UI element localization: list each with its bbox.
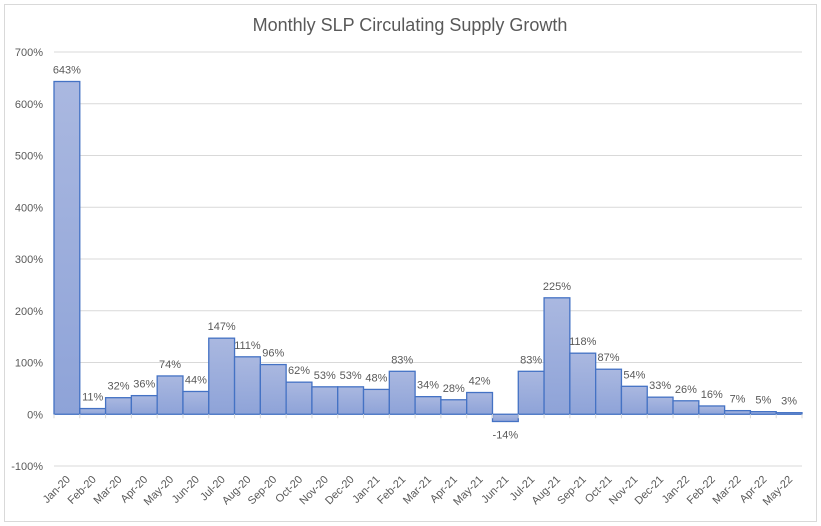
y-tick-label: 500% [15, 151, 43, 163]
data-label: 62% [288, 365, 310, 377]
bar [311, 386, 339, 415]
bar [130, 394, 158, 415]
x-tick-label: Mar-22 [711, 474, 744, 507]
data-label: 147% [208, 321, 236, 333]
bar [104, 397, 133, 415]
x-tick-label: Dec-20 [323, 474, 357, 508]
y-tick-label: -100% [11, 461, 43, 473]
y-tick-label: 400% [15, 202, 43, 214]
data-label: 83% [391, 354, 413, 366]
data-label: 7% [730, 394, 746, 406]
data-label: 32% [107, 381, 129, 393]
bar [285, 381, 313, 415]
bar [362, 388, 390, 415]
data-label: 11% [82, 392, 103, 404]
bar [182, 390, 210, 415]
bar [491, 413, 519, 423]
y-tick-label: 600% [15, 99, 43, 111]
data-label: 53% [340, 370, 362, 382]
bar [259, 363, 287, 415]
data-label: 74% [159, 359, 181, 371]
data-label: 111% [234, 340, 261, 352]
data-label: 118% [569, 336, 597, 348]
data-label: 83% [520, 354, 542, 366]
x-tick-label: Sep-20 [246, 474, 280, 508]
data-label: 16% [701, 389, 723, 401]
data-label: 48% [365, 372, 387, 384]
data-label: 5% [755, 395, 771, 407]
bar [79, 407, 107, 415]
bar [156, 375, 184, 415]
data-label: 36% [133, 379, 155, 391]
x-tick-label: Mar-21 [401, 474, 434, 507]
data-label: 225% [543, 281, 571, 293]
data-label: 26% [675, 384, 697, 396]
data-label: 54% [623, 369, 645, 381]
chart-title: Monthly SLP Circulating Supply Growth [253, 15, 568, 35]
bar [233, 356, 261, 415]
x-tick-label: Dec-21 [633, 474, 667, 508]
data-label: 53% [314, 370, 336, 382]
bar [723, 409, 752, 415]
bar [466, 391, 494, 415]
y-tick-label: 200% [15, 306, 43, 318]
x-tick-label: Jun-20 [170, 474, 202, 506]
bar [208, 337, 236, 415]
data-label: 87% [598, 352, 620, 364]
x-tick-label: Sep-21 [555, 474, 589, 508]
bar [775, 412, 803, 415]
x-tick-label: Jun-21 [479, 474, 511, 506]
bar [53, 80, 81, 415]
data-label: 96% [262, 348, 284, 360]
bar [388, 370, 416, 415]
chart-frame [4, 4, 817, 522]
y-tick-label: 100% [15, 358, 43, 370]
data-label: 28% [443, 383, 465, 395]
bar [672, 400, 700, 415]
bar [620, 385, 648, 415]
data-label: 643% [53, 64, 81, 76]
bar [440, 399, 468, 415]
bar [569, 352, 597, 415]
bar [595, 368, 623, 415]
bar [337, 386, 365, 415]
y-tick-label: 700% [15, 47, 43, 59]
bar [414, 396, 442, 415]
y-tick-label: 0% [27, 409, 43, 421]
bar [517, 370, 545, 415]
data-label: 34% [417, 380, 439, 392]
bar [543, 297, 571, 415]
bar [646, 396, 674, 415]
data-label: 3% [781, 396, 797, 408]
y-tick-label: 300% [15, 254, 43, 266]
data-label: 42% [469, 376, 491, 388]
bar [698, 405, 726, 415]
bar [749, 411, 777, 415]
x-tick-label: Mar-20 [91, 474, 124, 507]
data-label: 44% [185, 374, 207, 386]
data-label: -14% [493, 429, 519, 441]
data-label: 33% [649, 380, 671, 392]
